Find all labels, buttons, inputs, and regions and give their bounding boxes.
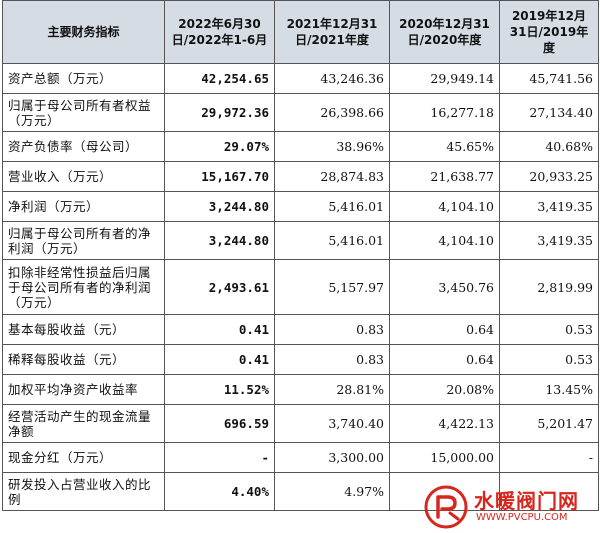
cell-2021: 4.97% [274, 472, 390, 511]
table-row: 经营活动产生的现金流量净额 696.59 3,740.40 4,422.13 5… [2, 404, 599, 443]
cell-2020: 4,104.10 [389, 191, 500, 222]
cell-2020: 0.64 [389, 314, 500, 345]
cell-2022: 2,493.61 [164, 259, 275, 315]
cell-2022: 4.40% [164, 472, 275, 511]
cell-2021: 38.96% [274, 131, 390, 162]
cell-2019: 13.45% [499, 374, 599, 405]
cell-2022: 29,972.36 [164, 93, 275, 132]
cell-2022: 3,244.80 [164, 221, 275, 260]
header-row: 主要财务指标 2022年6月30日/2022年1-6月 2021年12月31日/… [2, 0, 599, 64]
cell-2021: 0.83 [274, 314, 390, 345]
cell-2020: 16,277.18 [389, 93, 500, 132]
cell-2022: 29.07% [164, 131, 275, 162]
cell-2022: 15,167.70 [164, 161, 275, 192]
table-row: 加权平均净资产收益率 11.52% 28.81% 20.08% 13.45% [2, 374, 599, 405]
cell-2019: 45,741.56 [499, 63, 599, 94]
cell-2020: 45.65% [389, 131, 500, 162]
cell-2021: 28.81% [274, 374, 390, 405]
cell-2019: 3,419.35 [499, 191, 599, 222]
cell-2022: 42,254.65 [164, 63, 275, 94]
table-row: 资产总额（万元） 42,254.65 43,246.36 29,949.14 4… [2, 63, 599, 94]
cell-2020: 3,450.76 [389, 259, 500, 315]
cell-2020: 20.08% [389, 374, 500, 405]
row-label: 归属于母公司所有者的净利润（万元） [2, 221, 165, 260]
cell-2022: 11.52% [164, 374, 275, 405]
header-2020: 2020年12月31日/2020年度 [389, 0, 500, 64]
watermark-logo-icon [424, 485, 468, 529]
cell-2021: 3,740.40 [274, 404, 390, 443]
cell-2020: 4,422.13 [389, 404, 500, 443]
table-row: 研发投入占营业收入的比例 4.40% 4.97% [2, 472, 599, 511]
cell-2019: 0.53 [499, 314, 599, 345]
cell-2020: 21,638.77 [389, 161, 500, 192]
cell-2019: - [499, 442, 599, 473]
header-indicator: 主要财务指标 [2, 0, 165, 64]
table-row: 净利润（万元） 3,244.80 5,416.01 4,104.10 3,419… [2, 191, 599, 222]
table-row: 归属于母公司所有者权益（万元） 29,972.36 26,398.66 16,2… [2, 93, 599, 132]
cell-2021: 5,416.01 [274, 191, 390, 222]
cell-2019: 3,419.35 [499, 221, 599, 260]
cell-2020: 0.64 [389, 344, 500, 375]
cell-2019: 0.53 [499, 344, 599, 375]
table-row: 资产负债率（母公司） 29.07% 38.96% 45.65% 40.68% [2, 131, 599, 162]
table-row: 营业收入（万元） 15,167.70 28,874.83 21,638.77 2… [2, 161, 599, 192]
watermark-text: 水暖阀门网 [474, 489, 579, 513]
row-label: 资产负债率（母公司） [2, 131, 165, 162]
cell-2021: 43,246.36 [274, 63, 390, 94]
header-2021: 2021年12月31日/2021年度 [274, 0, 390, 64]
cell-2019 [499, 472, 599, 511]
row-label: 归属于母公司所有者权益（万元） [2, 93, 165, 132]
row-label: 现金分红（万元） [2, 442, 165, 473]
cell-2022: 0.41 [164, 344, 275, 375]
row-label: 净利润（万元） [2, 191, 165, 222]
cell-2019: 5,201.47 [499, 404, 599, 443]
header-2019: 2019年12月31日/2019年度 [499, 0, 599, 64]
cell-2020: 15,000.00 [389, 442, 500, 473]
cell-2019: 20,933.25 [499, 161, 599, 192]
cell-2022: 696.59 [164, 404, 275, 443]
cell-2022: - [164, 442, 275, 473]
row-label: 扣除非经常性损益后归属于母公司所有者的净利润（万元） [2, 259, 165, 315]
table-row: 稀释每股收益（元） 0.41 0.83 0.64 0.53 [2, 344, 599, 375]
cell-2019: 40.68% [499, 131, 599, 162]
row-label: 经营活动产生的现金流量净额 [2, 404, 165, 443]
watermark-url: WWW.PVCPU.COM [476, 512, 568, 523]
cell-2019: 27,134.40 [499, 93, 599, 132]
cell-2021: 5,157.97 [274, 259, 390, 315]
cell-2021: 5,416.01 [274, 221, 390, 260]
cell-2021: 28,874.83 [274, 161, 390, 192]
cell-2022: 3,244.80 [164, 191, 275, 222]
financial-indicators-table: 主要财务指标 2022年6月30日/2022年1-6月 2021年12月31日/… [2, 0, 599, 511]
header-2022: 2022年6月30日/2022年1-6月 [164, 0, 275, 64]
row-label: 营业收入（万元） [2, 161, 165, 192]
table-row: 扣除非经常性损益后归属于母公司所有者的净利润（万元） 2,493.61 5,15… [2, 259, 599, 315]
cell-2020: 29,949.14 [389, 63, 500, 94]
cell-2021: 3,300.00 [274, 442, 390, 473]
cell-2019: 2,819.99 [499, 259, 599, 315]
cell-2021: 26,398.66 [274, 93, 390, 132]
row-label: 研发投入占营业收入的比例 [2, 472, 165, 511]
table-row: 现金分红（万元） - 3,300.00 15,000.00 - [2, 442, 599, 473]
cell-2021: 0.83 [274, 344, 390, 375]
row-label: 基本每股收益（元） [2, 314, 165, 345]
row-label: 加权平均净资产收益率 [2, 374, 165, 405]
watermark: 水暖阀门网 WWW.PVCPU.COM [424, 485, 594, 529]
table-row: 基本每股收益（元） 0.41 0.83 0.64 0.53 [2, 314, 599, 345]
row-label: 稀释每股收益（元） [2, 344, 165, 375]
cell-2022: 0.41 [164, 314, 275, 345]
row-label: 资产总额（万元） [2, 63, 165, 94]
table-row: 归属于母公司所有者的净利润（万元） 3,244.80 5,416.01 4,10… [2, 221, 599, 260]
cell-2020: 4,104.10 [389, 221, 500, 260]
